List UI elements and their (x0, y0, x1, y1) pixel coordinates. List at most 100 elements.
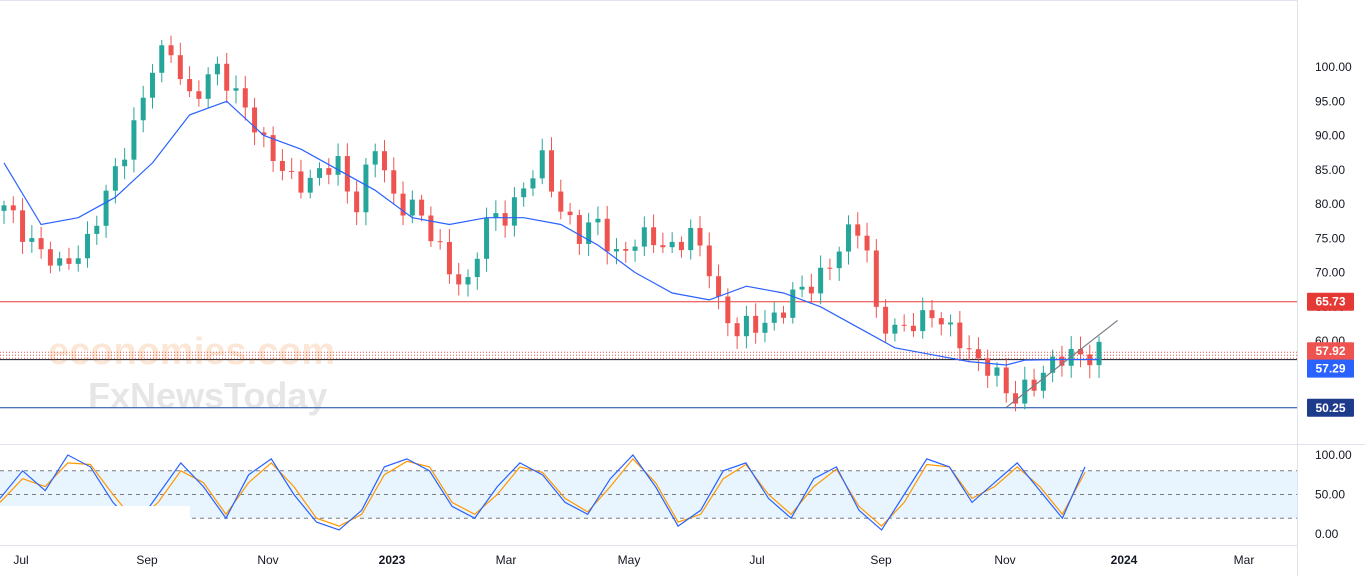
candle-body (929, 310, 935, 319)
candle-body (279, 160, 285, 171)
candle-body (576, 215, 582, 244)
candle-body (177, 55, 183, 80)
candle-body (1013, 393, 1019, 404)
candle-body (632, 246, 638, 251)
candle-body (975, 349, 981, 359)
candle-body (567, 211, 573, 216)
candle-body (994, 367, 1000, 376)
candle-body (1, 205, 7, 211)
candle-body (799, 286, 805, 290)
candle-body (20, 210, 26, 242)
time-tick-label: Nov (994, 553, 1015, 567)
candle-body (910, 325, 916, 332)
candle-body (112, 166, 118, 191)
price-badge (1307, 359, 1354, 378)
candle-body (957, 322, 963, 349)
time-tick-label: Mar (1234, 553, 1255, 567)
candle-body (818, 267, 824, 294)
candle-body (734, 323, 740, 337)
candle-body (641, 227, 647, 247)
price-tick-label: 80.00 (1315, 197, 1345, 211)
candle-body (753, 315, 759, 333)
watermark-economies: economies.com (48, 331, 336, 373)
oscillator-gap (0, 506, 190, 544)
candle-body (920, 310, 926, 332)
candle-body (335, 156, 341, 175)
candle-body (363, 164, 369, 213)
candle-body (317, 168, 323, 178)
candle-body (66, 258, 72, 264)
candle-body (855, 224, 861, 236)
candle-body (716, 276, 722, 297)
candle-body (706, 245, 712, 277)
oscillator-tick-label: 100.00 (1315, 448, 1352, 462)
candle-body (465, 277, 471, 285)
moving-average-line (3, 100, 1099, 366)
candle-body (419, 199, 425, 216)
candle-body (864, 235, 870, 251)
price-badge (1307, 398, 1354, 417)
candle-body (883, 306, 889, 334)
candle-body (270, 135, 276, 161)
candle-body (1059, 356, 1065, 366)
price-badge (1307, 292, 1354, 311)
oscillator-line (0, 454, 1086, 531)
candle-body (214, 63, 220, 75)
candle-body (484, 218, 490, 259)
candle-body (827, 267, 833, 269)
time-tick-label: Sep (136, 553, 158, 567)
candle-body (391, 170, 397, 194)
time-tick-label: 2023 (379, 553, 406, 567)
candle-body (354, 191, 360, 213)
candle-body (196, 91, 202, 99)
time-tick-label: Jul (13, 553, 28, 567)
time-tick-label: Sep (870, 553, 892, 567)
time-tick-label: 2024 (1111, 553, 1138, 567)
candle-body (224, 63, 230, 91)
candle-body (474, 258, 480, 278)
candle-body (502, 213, 508, 226)
candle-body (38, 238, 44, 250)
candle-body (168, 45, 174, 56)
candle-body (948, 322, 954, 325)
candle-body (697, 227, 703, 246)
oscillator-tick-label: 0.00 (1315, 527, 1339, 541)
candle-body (966, 348, 972, 350)
oscillator-line (0, 457, 1086, 527)
price-badge (1307, 342, 1354, 361)
candle-body (493, 213, 499, 219)
candle-body (743, 315, 749, 337)
price-tick-label: 70.00 (1315, 266, 1345, 280)
candle-body (678, 241, 684, 251)
candle-body (845, 224, 851, 252)
candle-body (1003, 367, 1009, 394)
price-tick-label: 85.00 (1315, 163, 1345, 177)
candle-body (762, 322, 768, 333)
candle-body (344, 156, 350, 192)
candle-body (586, 222, 592, 244)
watermark-fxnewstoday: FxNewsToday (88, 375, 328, 416)
candle-body (688, 227, 694, 251)
candle-body (558, 191, 564, 212)
candle-body (187, 79, 193, 92)
candle-body (1096, 341, 1102, 366)
candle-body (159, 45, 165, 73)
candle-body (595, 218, 601, 223)
candle-body (456, 274, 462, 285)
candle-body (381, 151, 387, 171)
price-badge-label: 50.25 (1315, 401, 1345, 415)
candle-body (149, 72, 155, 98)
time-tick-label: May (618, 553, 641, 567)
candle-body (725, 296, 731, 324)
candle-body (75, 258, 81, 264)
candle-body (1077, 348, 1083, 355)
price-badge-label: 65.73 (1315, 295, 1345, 309)
candle-body (131, 120, 137, 160)
candle-body (604, 218, 610, 252)
candle-body (29, 238, 35, 242)
candle-body (771, 312, 777, 323)
candle-body (307, 177, 313, 193)
candle-body (372, 151, 378, 165)
